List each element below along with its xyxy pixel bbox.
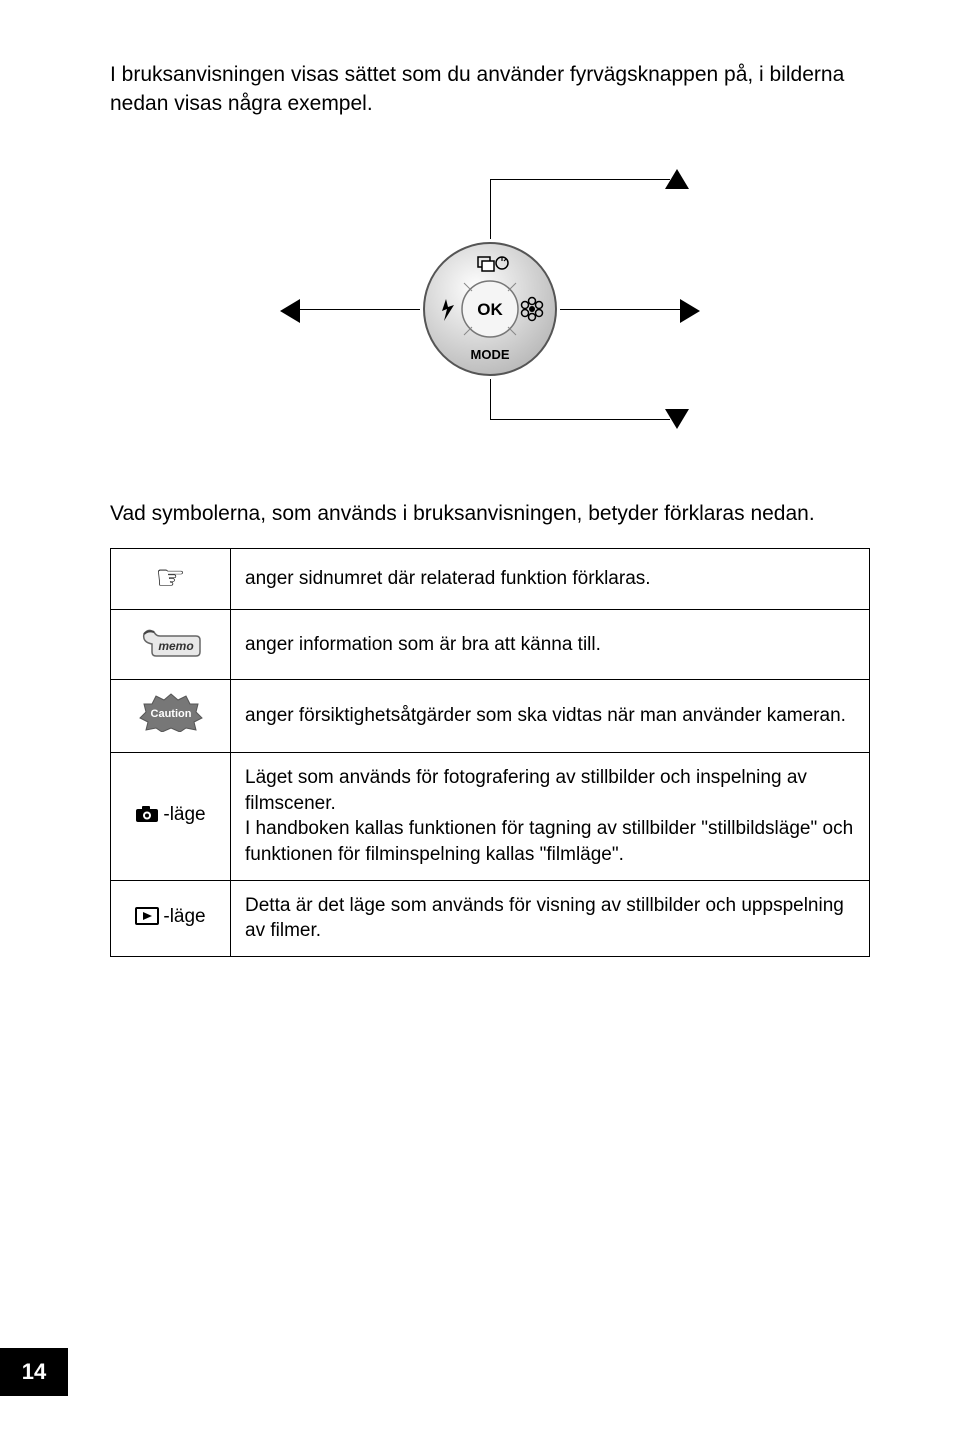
svg-text:Caution: Caution [150, 708, 191, 720]
camera-mode-label: -läge [163, 802, 205, 828]
playback-icon [135, 907, 159, 925]
table-row: -läge Läget som används för fotograferin… [111, 753, 870, 881]
intro-text: I bruksanvisningen visas sättet som du a… [110, 60, 870, 119]
caution-icon-cell: Caution [111, 680, 231, 753]
arrow-left-icon [280, 299, 300, 323]
row-text: anger försiktighetsåtgärder som ska vidt… [231, 680, 870, 753]
memo-icon: memo [138, 622, 204, 668]
row-text: Läget som används för fotografering av s… [231, 753, 870, 881]
dial-ok-label: OK [477, 300, 503, 319]
arrow-right-icon [680, 299, 700, 323]
caution-icon: Caution [136, 692, 206, 740]
table-row: memo anger information som är bra att kä… [111, 609, 870, 680]
page-number: 14 [0, 1348, 68, 1396]
row-text: anger sidnumret där relaterad funktion f… [231, 549, 870, 610]
table-intro: Vad symbolerna, som används i bruksanvis… [110, 499, 870, 528]
svg-text:memo: memo [158, 639, 193, 653]
table-row: -läge Detta är det läge som används för … [111, 880, 870, 956]
symbols-table: ☞ anger sidnumret där relaterad funktion… [110, 548, 870, 957]
four-way-diagram: OK MODE [110, 169, 870, 429]
play-mode-cell: -läge [111, 880, 231, 956]
row-text: anger information som är bra att känna t… [231, 609, 870, 680]
hand-icon-cell: ☞ [111, 549, 231, 610]
camera-mode-cell: -läge [111, 753, 231, 881]
play-mode-label: -läge [163, 904, 205, 930]
hand-pointer-icon: ☞ [155, 559, 185, 597]
camera-icon [135, 805, 159, 823]
row-text: Detta är det läge som används för visnin… [231, 880, 870, 956]
table-row: ☞ anger sidnumret där relaterad funktion… [111, 549, 870, 610]
dial-mode-label: MODE [471, 347, 510, 362]
four-way-dial: OK MODE [420, 239, 560, 379]
table-row: Caution anger försiktighetsåtgärder som … [111, 680, 870, 753]
memo-icon-cell: memo [111, 609, 231, 680]
